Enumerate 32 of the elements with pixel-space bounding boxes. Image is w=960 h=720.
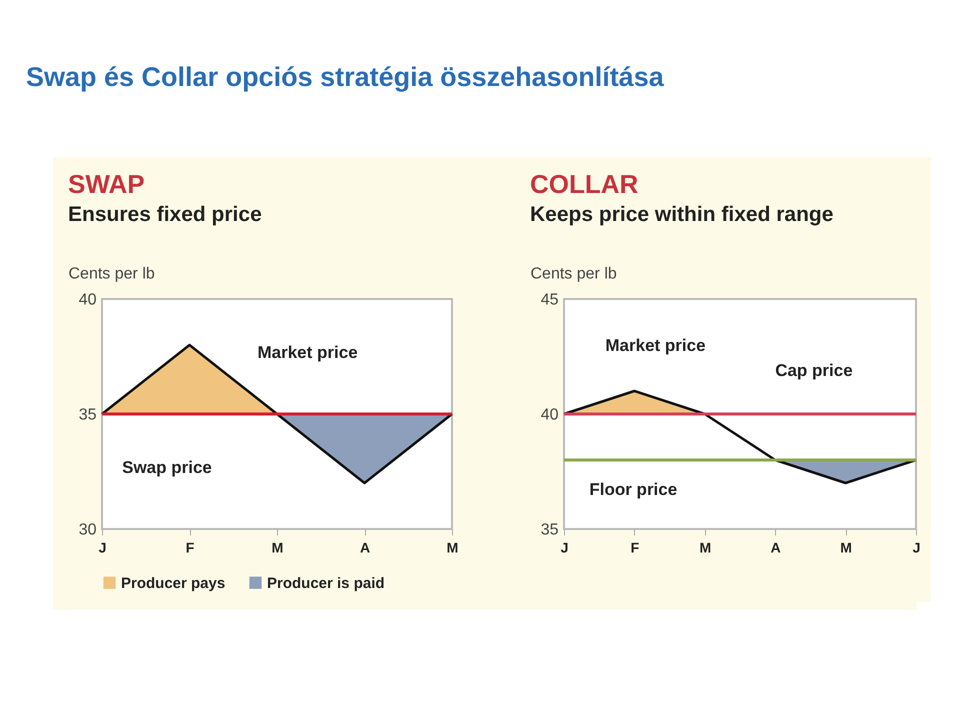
legend-label: Producer pays xyxy=(121,574,226,592)
x-tick-label: J xyxy=(98,540,106,556)
ref-line-label: Swap price xyxy=(122,458,212,477)
chart-subtitle: Ensures fixed price xyxy=(68,203,262,226)
text: Swap és Collar opciós stratégia összehasonlítása xyxy=(26,62,664,93)
y-tick-label: 40 xyxy=(540,406,559,424)
x-tick-label: M xyxy=(446,540,458,556)
x-tick-label: A xyxy=(770,540,781,556)
ref-line-label: Floor price xyxy=(589,480,678,499)
chart-title: SWAP xyxy=(68,169,145,199)
y-tick-label: 35 xyxy=(78,406,97,424)
text: Market price xyxy=(605,336,706,355)
y-tick-label: 35 xyxy=(540,522,559,538)
x-tick-label: J xyxy=(560,540,568,556)
x-tick-label: M xyxy=(272,540,284,556)
x-tick-label: M xyxy=(699,540,712,556)
x-tick-label: M xyxy=(840,540,852,556)
chart-subtitle: Keeps price within fixed range xyxy=(530,203,834,226)
y-tick-label: 45 xyxy=(540,292,559,308)
y-tick-label: 30 xyxy=(78,522,97,538)
y-axis-title: Cents per lb xyxy=(68,266,155,282)
series-label: Market price xyxy=(258,343,358,362)
x-tick-label: F xyxy=(186,540,195,556)
legend-label: Producer is paid xyxy=(267,574,385,592)
y-axis-title: Cents per lb xyxy=(530,266,617,282)
x-tick-label: J xyxy=(912,540,920,556)
line-series xyxy=(562,390,918,484)
ref-line-label: Cap price xyxy=(775,361,853,380)
x-tick-label: A xyxy=(360,540,370,556)
y-tick-label: 40 xyxy=(78,292,97,308)
x-tick-label: F xyxy=(630,540,640,556)
chart-title: COLLAR xyxy=(530,169,639,199)
